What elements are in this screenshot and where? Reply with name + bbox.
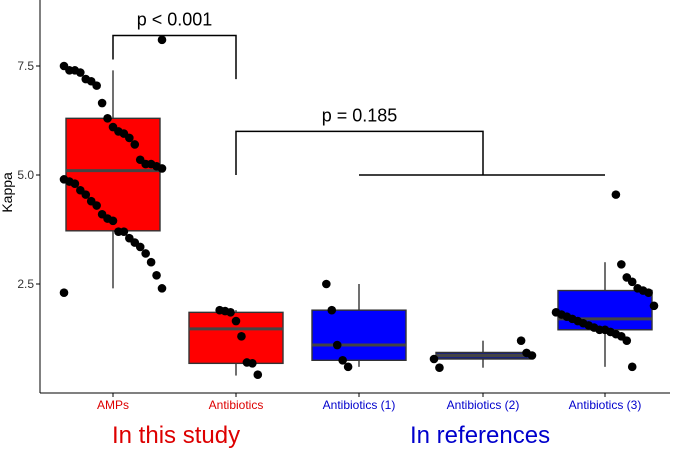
data-point <box>81 74 91 84</box>
data-point <box>429 354 439 364</box>
x-tick-label: AMPs <box>97 398 129 412</box>
axes: 2.5 5.0 7.5 Kappa AMPs Antibiotics Antibiotics… <box>0 0 670 412</box>
data-point <box>114 227 123 236</box>
boxes <box>65 70 653 376</box>
data-point <box>152 270 161 280</box>
data-point <box>157 35 167 45</box>
data-point <box>332 340 342 350</box>
data-point <box>103 114 112 123</box>
annotations: p < 0.001 p = 0.185 <box>112 9 605 176</box>
data-point <box>141 249 150 258</box>
box <box>557 289 653 331</box>
data-point <box>135 155 145 165</box>
data-point <box>435 363 444 373</box>
data-point <box>522 348 531 358</box>
x-tick-label: Antibiotics (2) <box>447 398 520 412</box>
data-point <box>237 332 246 341</box>
data-point <box>242 358 252 367</box>
group-caption-references: In references <box>410 422 551 449</box>
data-point <box>231 316 241 326</box>
group-caption-this-study: In this study <box>112 422 241 449</box>
p-value-label: p < 0.001 <box>137 9 213 29</box>
data-point <box>157 284 167 293</box>
x-tick-label: Antibiotics (3) <box>569 398 642 412</box>
data-point <box>59 61 69 71</box>
data-point <box>146 257 156 267</box>
data-point <box>130 140 140 149</box>
data-point <box>97 98 107 108</box>
data-point <box>108 122 118 132</box>
data-point <box>611 190 621 199</box>
data-point <box>633 284 642 293</box>
data-point <box>343 362 353 372</box>
points <box>59 35 659 379</box>
bracket-antibiotics-references <box>235 130 484 175</box>
data-point <box>617 260 626 269</box>
x-tick-label: Antibiotics <box>209 398 264 412</box>
data-point <box>59 288 69 298</box>
box <box>65 117 161 232</box>
data-point <box>97 209 107 219</box>
box <box>311 309 407 362</box>
y-axis-label: Kappa <box>0 172 15 213</box>
data-point <box>76 185 85 195</box>
data-point <box>86 196 96 206</box>
data-point <box>551 308 561 317</box>
data-point <box>338 356 347 365</box>
data-point <box>649 301 659 311</box>
data-point <box>622 273 632 282</box>
data-point <box>125 233 134 243</box>
data-point <box>516 336 526 345</box>
data-point <box>215 305 224 315</box>
data-point <box>59 175 69 184</box>
p-value-label: p = 0.185 <box>322 105 398 125</box>
data-point <box>627 362 637 372</box>
x-tick-label: Antibiotics (1) <box>323 398 396 412</box>
data-point <box>322 279 331 289</box>
data-point <box>253 370 263 379</box>
y-tick-label: 5.0 <box>17 168 34 182</box>
data-point <box>327 305 337 315</box>
y-tick-label: 2.5 <box>17 277 34 291</box>
y-tick-label: 7.5 <box>17 59 34 73</box>
bracket-amps-antibiotics <box>112 34 237 80</box>
